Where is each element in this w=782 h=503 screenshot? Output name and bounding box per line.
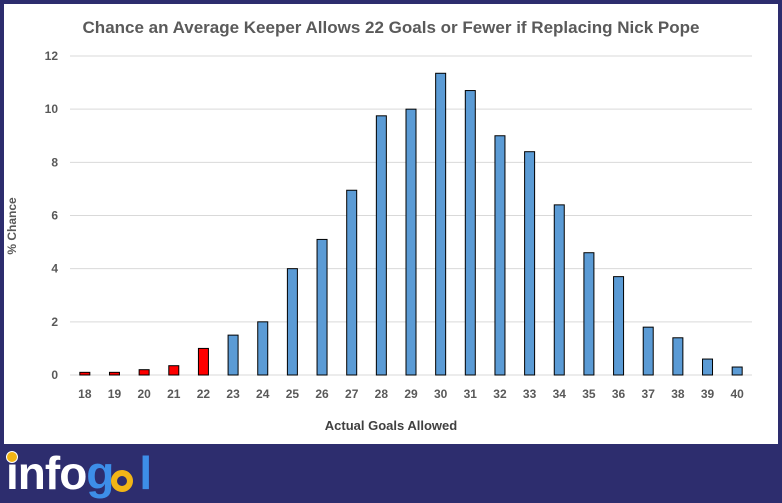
x-tick-label: 39 — [701, 387, 715, 401]
chart-panel: Chance an Average Keeper Allows 22 Goals… — [4, 4, 778, 444]
x-tick-label: 33 — [523, 387, 537, 401]
y-tick-label: 0 — [51, 368, 58, 382]
x-tick-label: 38 — [671, 387, 685, 401]
x-tick-label: 29 — [404, 387, 418, 401]
x-tick-label: 23 — [226, 387, 240, 401]
logo-text-l: l — [139, 447, 152, 499]
bar — [346, 189, 358, 376]
x-tick-label: 25 — [286, 387, 300, 401]
bar-highlight — [108, 371, 120, 376]
chart-title: Chance an Average Keeper Allows 22 Goals… — [82, 18, 700, 37]
bar — [286, 268, 298, 376]
bar — [405, 108, 417, 376]
bar — [613, 276, 625, 376]
x-tick-label: 32 — [493, 387, 507, 401]
bar-highlight — [168, 365, 180, 376]
bar — [642, 326, 654, 376]
infogol-logo: infog l — [6, 447, 152, 502]
bar — [227, 334, 239, 376]
x-tick-label: 26 — [315, 387, 329, 401]
x-tick-label: 36 — [612, 387, 626, 401]
bar — [702, 358, 714, 376]
bar — [464, 90, 476, 376]
bar — [494, 135, 506, 376]
x-tick-label: 27 — [345, 387, 359, 401]
y-tick-label: 6 — [51, 209, 58, 223]
bar — [553, 204, 565, 376]
bar — [257, 321, 269, 376]
x-tick-label: 21 — [167, 387, 181, 401]
x-tick-label: 22 — [197, 387, 211, 401]
x-tick-label: 18 — [78, 387, 92, 401]
x-tick-label: 19 — [108, 387, 122, 401]
bar — [524, 151, 536, 376]
x-tick-label: 31 — [464, 387, 478, 401]
y-tick-label: 10 — [45, 102, 59, 116]
x-axis-label: Actual Goals Allowed — [324, 418, 458, 433]
x-tick-label: 37 — [642, 387, 656, 401]
x-tick-label: 40 — [730, 387, 744, 401]
bar — [435, 72, 447, 376]
bar — [375, 115, 387, 376]
x-tick-label: 24 — [256, 387, 270, 401]
bar — [583, 252, 595, 376]
bar — [672, 337, 684, 376]
x-tick-label: 34 — [553, 387, 567, 401]
bar-highlight — [138, 369, 150, 376]
x-tick-label: 20 — [137, 387, 151, 401]
x-tick-label: 28 — [375, 387, 389, 401]
bar-highlight — [79, 371, 91, 376]
y-tick-label: 12 — [45, 49, 59, 63]
logo-text-info: info — [6, 447, 87, 499]
y-tick-label: 2 — [51, 315, 58, 329]
bar-highlight — [197, 347, 209, 376]
x-tick-label: 35 — [582, 387, 596, 401]
logo-ring-icon — [111, 470, 133, 492]
x-tick-label: 30 — [434, 387, 448, 401]
football-icon — [6, 451, 18, 463]
bar — [316, 238, 328, 376]
bar — [731, 366, 743, 376]
y-tick-label: 8 — [51, 155, 58, 169]
brand-bar: infog l — [0, 444, 782, 503]
y-tick-label: 4 — [51, 262, 58, 276]
logo-text-g: g — [86, 447, 114, 499]
